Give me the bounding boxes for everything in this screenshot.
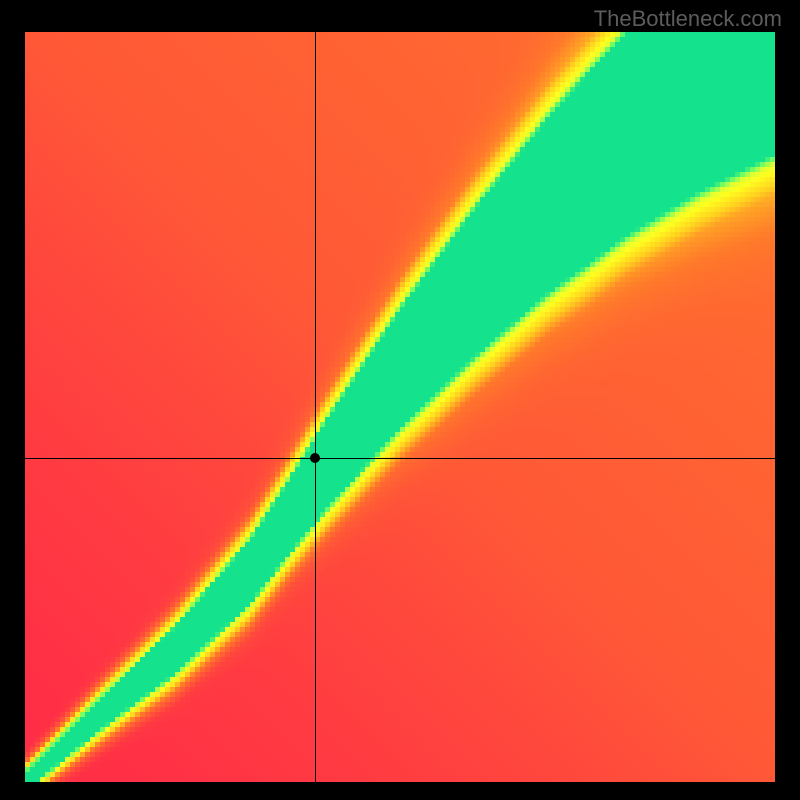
heatmap-canvas xyxy=(25,32,775,782)
watermark-text: TheBottleneck.com xyxy=(594,6,782,32)
figure-root: TheBottleneck.com xyxy=(0,0,800,800)
plot-area xyxy=(25,32,775,782)
